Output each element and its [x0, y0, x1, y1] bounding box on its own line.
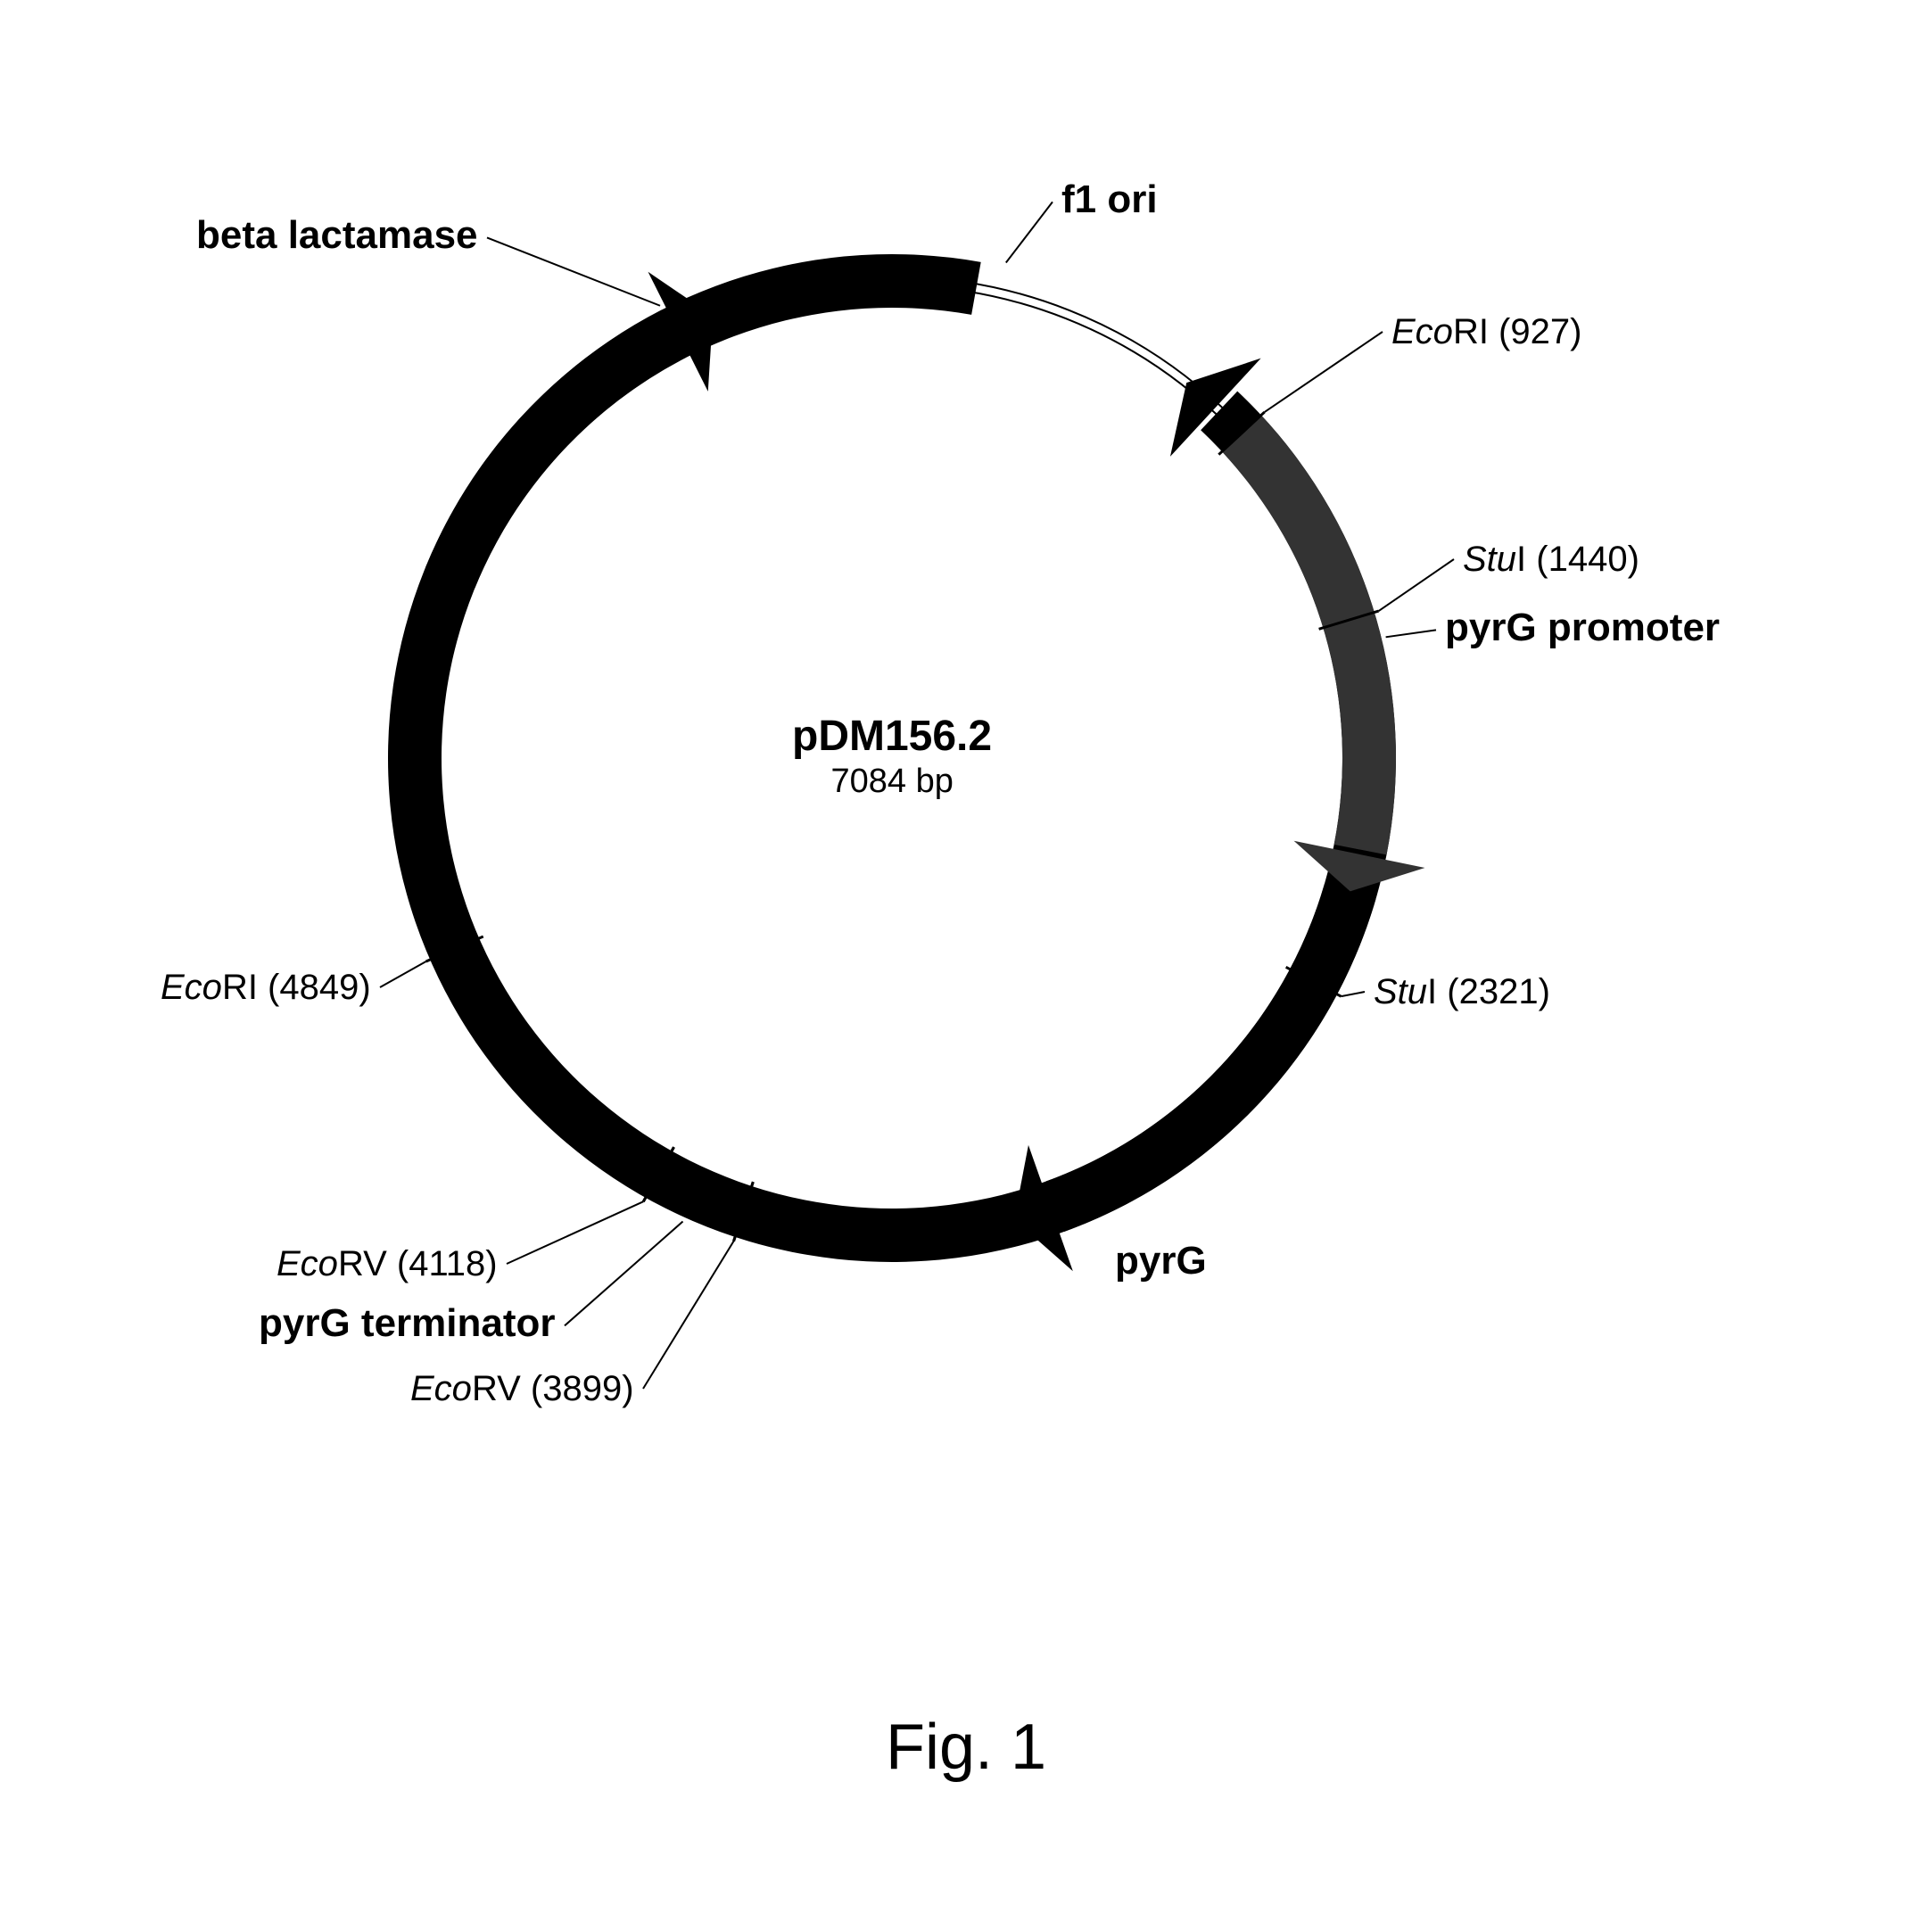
label-ecori-927: EcoRI (927) [1391, 312, 1581, 351]
figure-caption: Fig. 1 [886, 1712, 1046, 1783]
plasmid-map-figure: pDM156.2 7084 bp f1 ori pyrG promoter py… [0, 0, 1932, 1914]
label-stui-2321: StuI (2321) [1374, 972, 1550, 1011]
label-beta-lactamase: beta lactamase [196, 214, 478, 257]
label-pyrg: pyrG [1115, 1240, 1207, 1283]
label-ecori-4849: EcoRI (4849) [161, 968, 371, 1007]
label-f1-ori: f1 ori [1061, 178, 1158, 221]
plasmid-size: 7084 bp [831, 763, 954, 801]
plasmid-name: pDM156.2 [792, 714, 992, 761]
label-ecorv-3899: EcoRV (3899) [410, 1369, 634, 1408]
label-pyrg-promoter: pyrG promoter [1445, 606, 1720, 649]
label-stui-1440: StuI (1440) [1463, 540, 1639, 579]
label-pyrg-terminator: pyrG terminator [259, 1302, 556, 1345]
plasmid-map-svg [0, 0, 1932, 1914]
label-ecorv-4118: EcoRV (4118) [277, 1244, 498, 1283]
